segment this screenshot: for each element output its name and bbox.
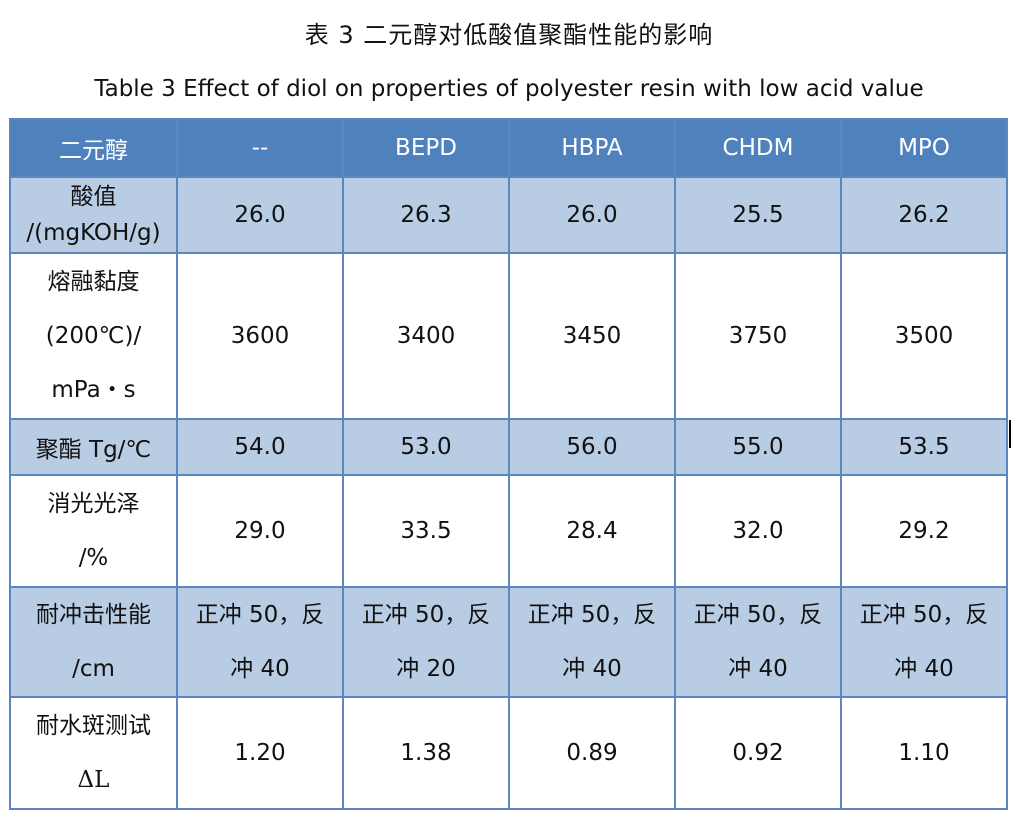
row-label-melt-viscosity: 熔融黏度 (200℃)/ mPa・s bbox=[9, 252, 178, 420]
table-cell: 25.5 bbox=[674, 176, 842, 254]
table-header-row: 二元醇 -- BEPD HBPA CHDM MPO bbox=[9, 118, 1008, 178]
cell-line: 冲 40 bbox=[894, 656, 954, 682]
table-cell: 正冲 50，反 冲 40 bbox=[176, 586, 344, 698]
header-cell-mpo: MPO bbox=[840, 118, 1008, 178]
table-title-chinese: 表 3 二元醇对低酸值聚酯性能的影响 bbox=[304, 21, 714, 49]
header-cell-bepd: BEPD bbox=[342, 118, 510, 178]
cell-line: 正冲 50，反 bbox=[693, 602, 823, 628]
table-cell: 3750 bbox=[674, 252, 842, 420]
table-cell: 1.38 bbox=[342, 696, 510, 810]
cell-line: 正冲 50，反 bbox=[195, 602, 325, 628]
text-cursor-icon bbox=[1009, 420, 1011, 448]
row-label-line: /cm bbox=[72, 656, 115, 682]
table-cell: 53.5 bbox=[840, 418, 1008, 476]
row-label-line: (200℃)/ bbox=[45, 323, 142, 349]
table-cell: 26.0 bbox=[176, 176, 344, 254]
row-label-line: 耐冲击性能 bbox=[36, 602, 151, 628]
row-label-tg: 聚酯 Tg/℃ bbox=[9, 418, 178, 476]
table-title-english: Table 3 Effect of diol on properties of … bbox=[94, 76, 924, 102]
table-row-water-spot: 耐水斑测试 ΔL 1.20 1.38 0.89 0.92 1.10 bbox=[9, 696, 1008, 810]
table-cell: 29.0 bbox=[176, 474, 344, 588]
cell-line: 冲 40 bbox=[230, 656, 290, 682]
cell-line: 冲 40 bbox=[728, 656, 788, 682]
table-row-acid-value: 酸值 /(mgKOH/g) 26.0 26.3 26.0 25.5 26.2 bbox=[9, 176, 1008, 254]
table-cell: 33.5 bbox=[342, 474, 510, 588]
row-label-impact-resistance: 耐冲击性能 /cm bbox=[9, 586, 178, 698]
table-cell: 正冲 50，反 冲 20 bbox=[342, 586, 510, 698]
row-label-line: /% bbox=[78, 545, 109, 571]
header-cell-diol: 二元醇 bbox=[9, 118, 178, 178]
diol-properties-table: 二元醇 -- BEPD HBPA CHDM MPO 酸值 /(mgKOH/g) … bbox=[9, 118, 1008, 810]
header-cell-hbpa: HBPA bbox=[508, 118, 676, 178]
table-cell: 0.89 bbox=[508, 696, 676, 810]
table-cell: 56.0 bbox=[508, 418, 676, 476]
row-label-line: mPa・s bbox=[51, 377, 136, 403]
table-row-impact-resistance: 耐冲击性能 /cm 正冲 50，反 冲 40 正冲 50，反 冲 20 正冲 5… bbox=[9, 586, 1008, 698]
row-label-matte-gloss: 消光光泽 /% bbox=[9, 474, 178, 588]
row-label-line: 耐水斑测试 bbox=[36, 713, 151, 739]
table-cell: 正冲 50，反 冲 40 bbox=[840, 586, 1008, 698]
table-cell: 1.10 bbox=[840, 696, 1008, 810]
row-label-water-spot: 耐水斑测试 ΔL bbox=[9, 696, 178, 810]
table-cell: 3500 bbox=[840, 252, 1008, 420]
table-row-tg: 聚酯 Tg/℃ 54.0 53.0 56.0 55.0 53.5 bbox=[9, 418, 1008, 476]
table-cell: 26.0 bbox=[508, 176, 676, 254]
cell-line: 正冲 50，反 bbox=[527, 602, 657, 628]
table-cell: 3400 bbox=[342, 252, 510, 420]
table-cell: 54.0 bbox=[176, 418, 344, 476]
cell-line: 正冲 50，反 bbox=[361, 602, 491, 628]
table-row-melt-viscosity: 熔融黏度 (200℃)/ mPa・s 3600 3400 3450 3750 3… bbox=[9, 252, 1008, 420]
table-cell: 正冲 50，反 冲 40 bbox=[508, 586, 676, 698]
table-cell: 26.2 bbox=[840, 176, 1008, 254]
row-label-line: 酸值 bbox=[70, 184, 117, 210]
table-cell: 3600 bbox=[176, 252, 344, 420]
row-label-line: 消光光泽 bbox=[47, 491, 140, 517]
cell-line: 冲 40 bbox=[562, 656, 622, 682]
table-cell: 1.20 bbox=[176, 696, 344, 810]
table-row-matte-gloss: 消光光泽 /% 29.0 33.5 28.4 32.0 29.2 bbox=[9, 474, 1008, 588]
table-cell: 26.3 bbox=[342, 176, 510, 254]
row-label-acid-value: 酸值 /(mgKOH/g) bbox=[9, 176, 178, 254]
table-cell: 53.0 bbox=[342, 418, 510, 476]
row-label-line: 熔融黏度 bbox=[47, 269, 140, 295]
table-cell: 0.92 bbox=[674, 696, 842, 810]
header-cell-chdm: CHDM bbox=[674, 118, 842, 178]
row-label-line: /(mgKOH/g) bbox=[26, 220, 161, 246]
cell-line: 冲 20 bbox=[396, 656, 456, 682]
table-cell: 29.2 bbox=[840, 474, 1008, 588]
table-cell: 3450 bbox=[508, 252, 676, 420]
table-cell: 28.4 bbox=[508, 474, 676, 588]
header-cell-none: -- bbox=[176, 118, 344, 178]
table-cell: 55.0 bbox=[674, 418, 842, 476]
cell-line: 正冲 50，反 bbox=[859, 602, 989, 628]
table-cell: 正冲 50，反 冲 40 bbox=[674, 586, 842, 698]
table-cell: 32.0 bbox=[674, 474, 842, 588]
row-label-line: ΔL bbox=[77, 767, 110, 793]
